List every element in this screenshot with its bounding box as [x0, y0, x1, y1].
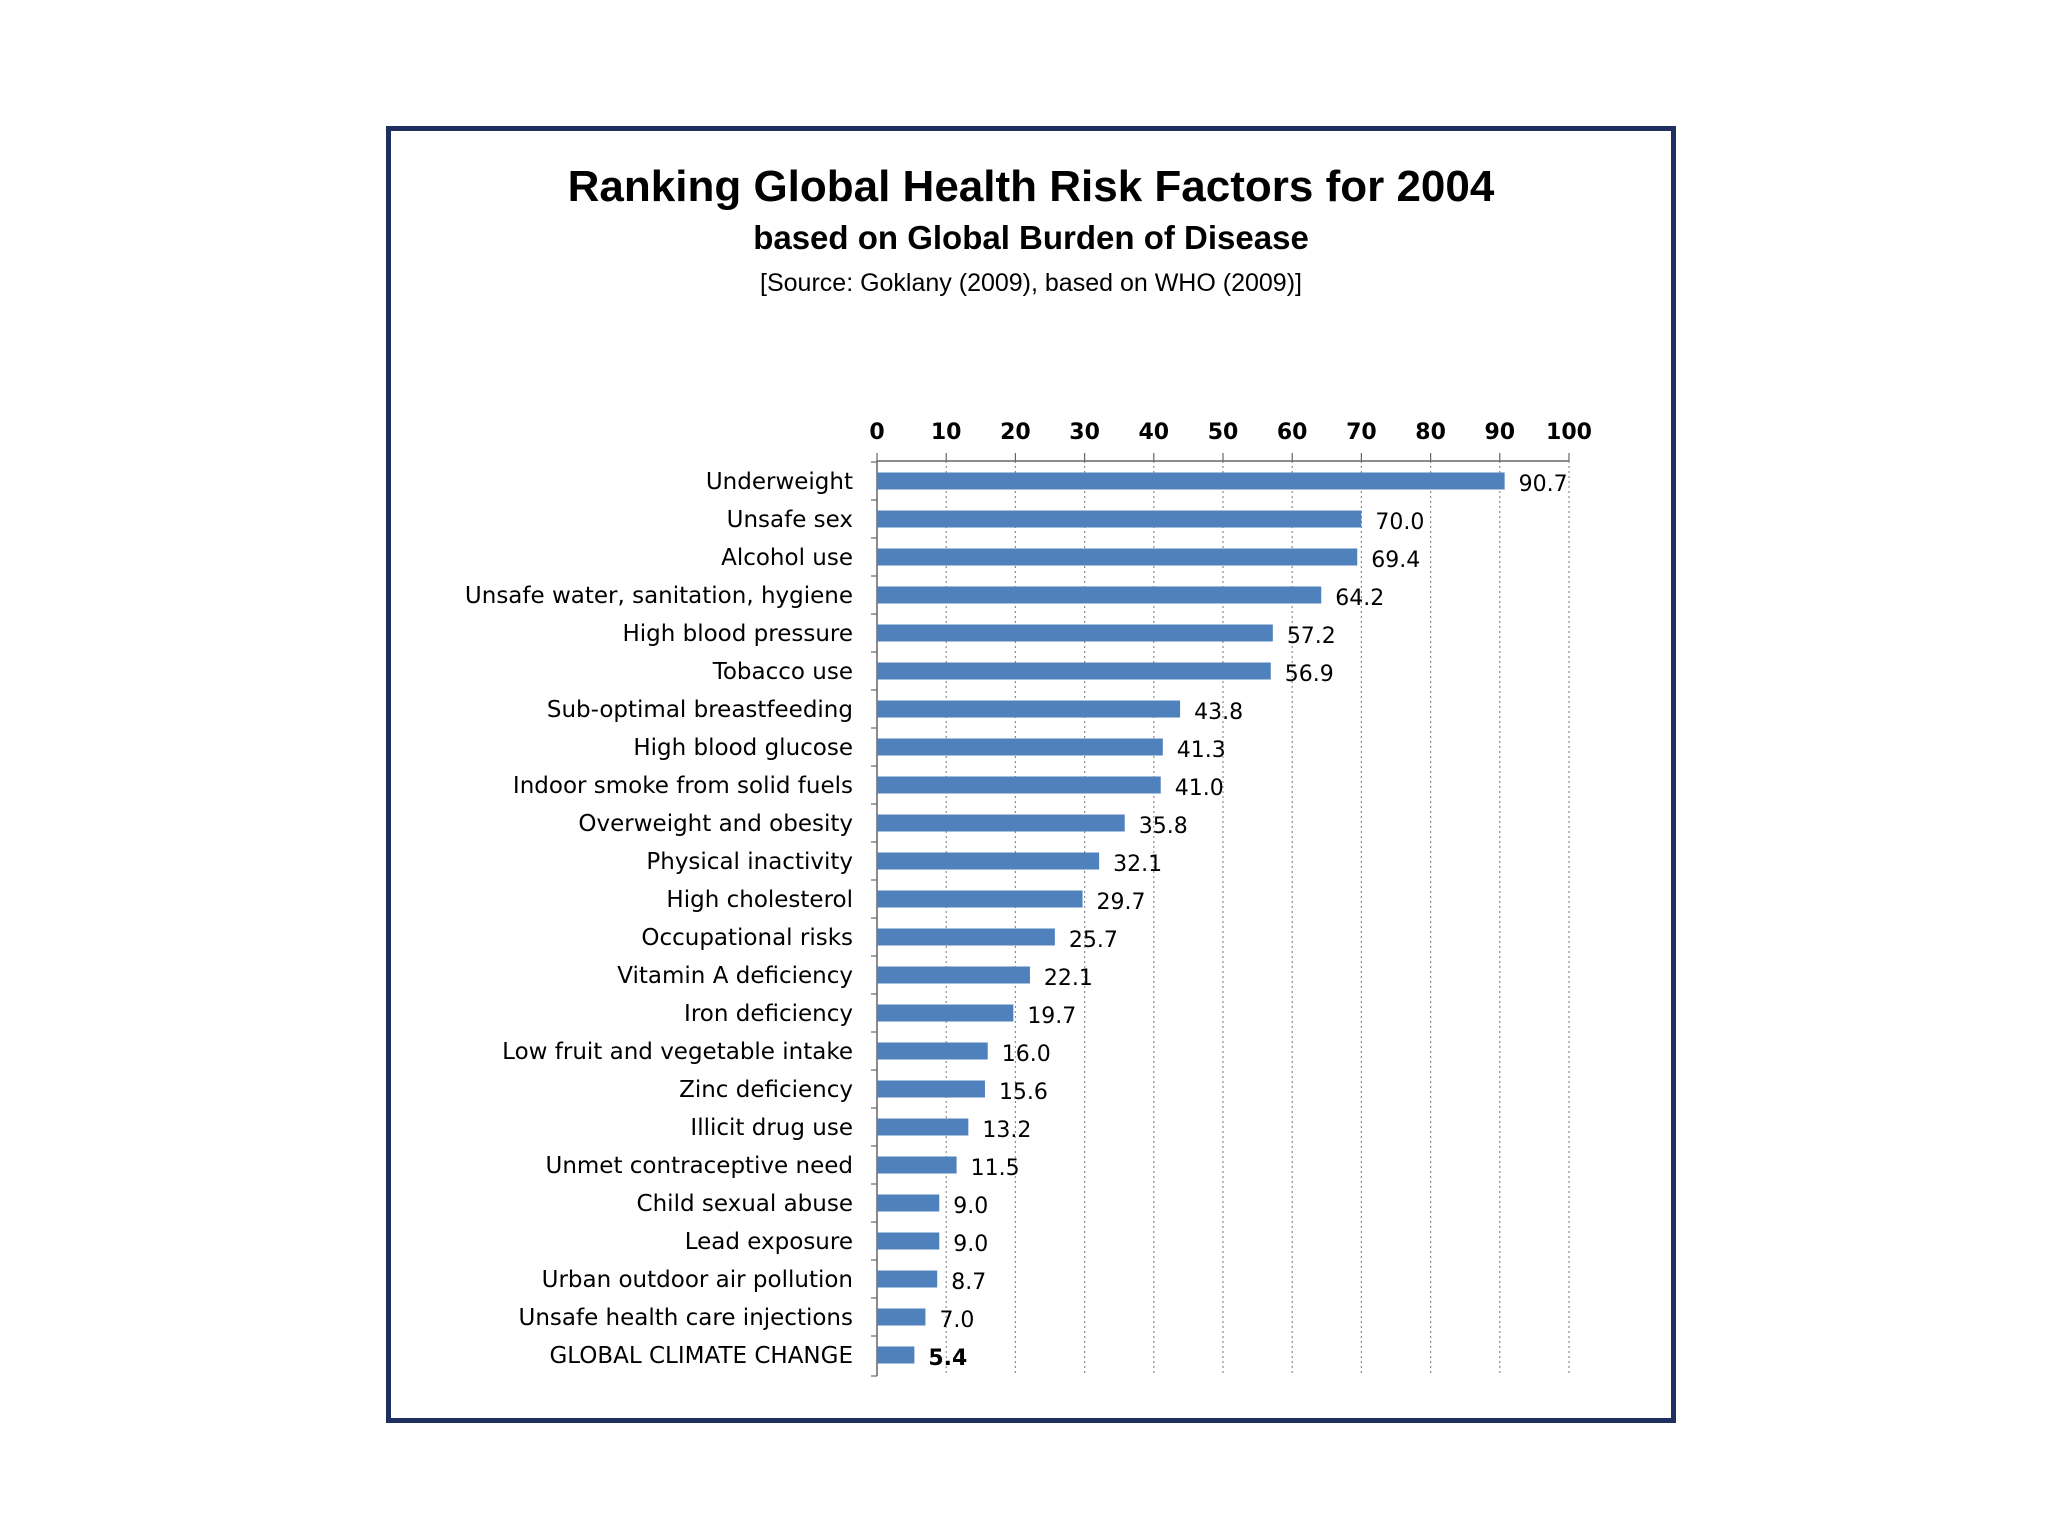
- x-tick-label: 90: [1484, 420, 1515, 445]
- value-label: 32.1: [1113, 852, 1162, 877]
- category-label: Tobacco use: [712, 659, 853, 685]
- chart-svg: Ranking Global Health Risk Factors for 2…: [465, 162, 1592, 1377]
- bar-17: [877, 1080, 985, 1098]
- category-label: Lead exposure: [685, 1229, 853, 1255]
- category-label: Urban outdoor air pollution: [542, 1267, 853, 1293]
- x-tick-label: 20: [1000, 420, 1031, 445]
- bar-10: [877, 814, 1125, 832]
- category-label: Sub-optimal breastfeeding: [547, 697, 853, 723]
- value-label: 16.0: [1002, 1042, 1051, 1067]
- bar-14: [877, 966, 1030, 984]
- category-label: Alcohol use: [721, 545, 853, 571]
- category-label: High cholesterol: [666, 887, 853, 913]
- category-label: Unmet contraceptive need: [545, 1153, 853, 1179]
- bar-20: [877, 1194, 940, 1212]
- chart-source: [Source: Goklany (2009), based on WHO (2…: [760, 269, 1302, 297]
- value-label: 7.0: [939, 1308, 974, 1333]
- value-label: 70.0: [1375, 510, 1424, 535]
- value-label: 8.7: [951, 1270, 986, 1295]
- bar-22: [877, 1270, 938, 1288]
- x-tick-label: 80: [1415, 420, 1446, 445]
- x-tick-label: 30: [1069, 420, 1100, 445]
- chart-frame: Ranking Global Health Risk Factors for 2…: [386, 126, 1676, 1423]
- category-label: Underweight: [706, 469, 853, 495]
- category-label: Illicit drug use: [690, 1115, 853, 1141]
- bar-11: [877, 852, 1100, 870]
- value-label: 22.1: [1044, 966, 1093, 991]
- value-label: 35.8: [1139, 814, 1188, 839]
- x-tick-label: 10: [931, 420, 962, 445]
- bar-9: [877, 776, 1161, 794]
- value-label: 29.7: [1097, 890, 1146, 915]
- x-tick-label: 40: [1138, 420, 1169, 445]
- bar-3: [877, 548, 1358, 566]
- category-label: Unsafe sex: [727, 507, 853, 533]
- value-label: 9.0: [953, 1194, 988, 1219]
- chart-subtitle: based on Global Burden of Disease: [753, 219, 1309, 256]
- bar-16: [877, 1042, 988, 1060]
- bar-24: [877, 1346, 915, 1364]
- x-tick-label: 50: [1208, 420, 1239, 445]
- bar-7: [877, 700, 1181, 718]
- bar-13: [877, 928, 1055, 946]
- category-label: Unsafe health care injections: [518, 1305, 853, 1331]
- value-label: 19.7: [1027, 1004, 1076, 1029]
- value-label: 56.9: [1285, 662, 1334, 687]
- value-label: 64.2: [1335, 586, 1384, 611]
- value-label: 69.4: [1371, 548, 1420, 573]
- bar-18: [877, 1118, 969, 1136]
- x-tick-label: 70: [1346, 420, 1377, 445]
- bar-19: [877, 1156, 957, 1174]
- bar-2: [877, 510, 1362, 528]
- x-tick-label: 0: [869, 420, 884, 445]
- bar-6: [877, 662, 1271, 680]
- bar-12: [877, 890, 1083, 908]
- value-label: 11.5: [971, 1156, 1020, 1181]
- category-label: Overweight and obesity: [578, 811, 853, 837]
- x-tick-label: 100: [1546, 420, 1592, 445]
- chart-title: Ranking Global Health Risk Factors for 2…: [568, 162, 1495, 211]
- bar-8: [877, 738, 1163, 756]
- category-label: Child sexual abuse: [637, 1191, 853, 1217]
- plot-area: 0 10 20 30 40 50 60 70 80 90 100 Underweight 90.7 Uns…: [465, 420, 1592, 1377]
- bar-15: [877, 1004, 1014, 1022]
- category-label: High blood pressure: [622, 621, 853, 647]
- bar-21: [877, 1232, 940, 1250]
- category-label: GLOBAL CLIMATE CHANGE: [549, 1343, 853, 1369]
- category-label: Low fruit and vegetable intake: [502, 1039, 853, 1065]
- category-label: Vitamin A deficiency: [617, 963, 853, 989]
- bar-5: [877, 624, 1273, 642]
- value-label: 25.7: [1069, 928, 1118, 953]
- value-label: 41.3: [1177, 738, 1226, 763]
- value-label: 90.7: [1519, 472, 1568, 497]
- value-label: 13.2: [982, 1118, 1031, 1143]
- category-label: Zinc deficiency: [679, 1077, 853, 1103]
- bar-4: [877, 586, 1322, 604]
- value-label: 5.4: [928, 1346, 967, 1371]
- value-label: 57.2: [1287, 624, 1336, 649]
- x-tick-label: 60: [1277, 420, 1308, 445]
- value-label: 43.8: [1194, 700, 1243, 725]
- bar-23: [877, 1308, 926, 1326]
- value-label: 15.6: [999, 1080, 1048, 1105]
- value-label: 9.0: [953, 1232, 988, 1257]
- category-label: Physical inactivity: [646, 849, 853, 875]
- category-label: High blood glucose: [633, 735, 853, 761]
- category-label: Iron deficiency: [684, 1001, 853, 1027]
- bar-1: [877, 472, 1505, 490]
- category-label: Occupational risks: [641, 925, 853, 951]
- category-label: Unsafe water, sanitation, hygiene: [465, 583, 853, 609]
- category-label: Indoor smoke from solid fuels: [513, 773, 853, 799]
- value-label: 41.0: [1175, 776, 1224, 801]
